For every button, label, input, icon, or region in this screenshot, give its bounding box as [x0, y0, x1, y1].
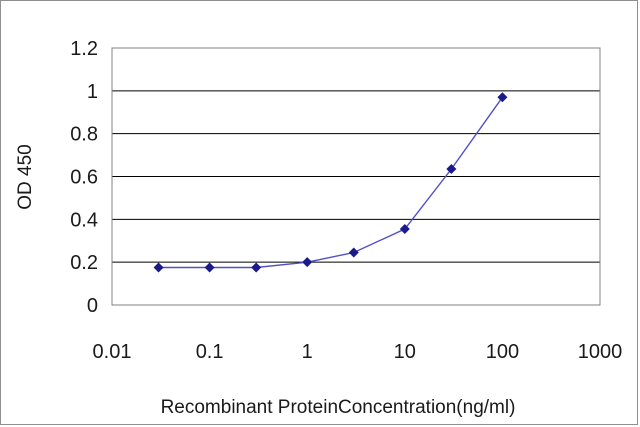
x-axis-label: Recombinant ProteinConcentration(ng/ml) [161, 397, 516, 418]
data-point [302, 257, 313, 268]
y-tick-label: 1.2 [70, 38, 98, 60]
x-axis-ticks: 0.01 0.1 1 10 100 1000 [93, 341, 623, 363]
y-tick-label: 0.8 [70, 124, 98, 146]
y-axis-label: OD 450 [15, 144, 36, 209]
y-tick-label: 0.4 [70, 209, 98, 231]
plot-area [111, 47, 601, 306]
y-tick-label: 1 [87, 81, 98, 103]
gridlines [112, 47, 600, 263]
series-markers [153, 92, 508, 273]
data-point [399, 223, 410, 234]
y-axis-ticks: 0 0.2 0.4 0.6 0.8 1 1.2 [70, 38, 98, 317]
x-tick-label: 10 [394, 341, 416, 363]
x-tick-label: 0.01 [93, 341, 132, 363]
data-point [204, 262, 215, 273]
y-tick-label: 0.6 [70, 167, 98, 189]
x-tick-label: 1000 [578, 341, 623, 363]
data-point [153, 262, 164, 273]
x-tick-label: 1 [302, 341, 313, 363]
x-tick-label: 0.1 [196, 341, 224, 363]
y-tick-label: 0 [87, 295, 98, 317]
data-point [497, 92, 508, 103]
data-point [446, 164, 457, 175]
series-line [158, 96, 503, 269]
x-tick-label: 100 [486, 341, 519, 363]
y-tick-label: 0.2 [70, 252, 98, 274]
data-point [348, 247, 359, 258]
data-point [251, 262, 262, 273]
